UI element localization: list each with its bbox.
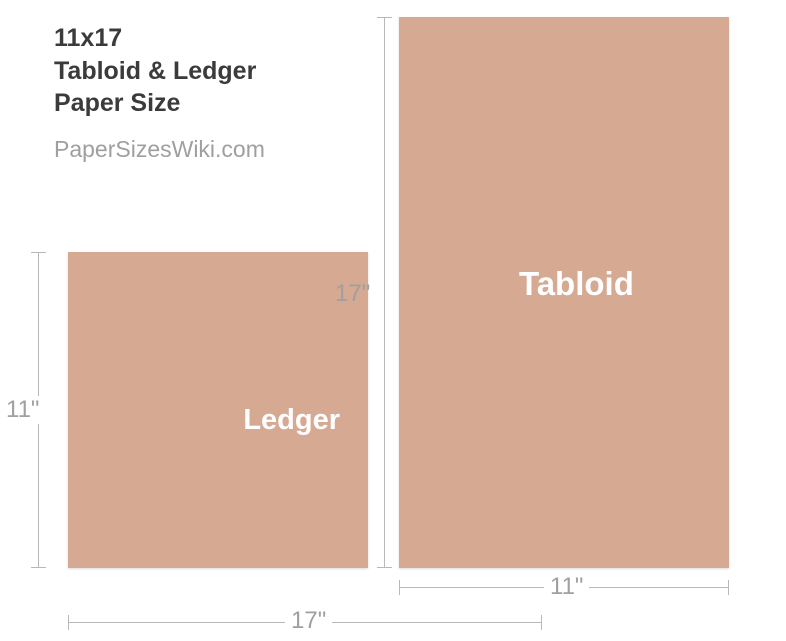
- tabloid-width-label: 11": [544, 573, 589, 601]
- ledger-height-label: 11": [4, 396, 41, 424]
- tabloid-width-cap-right: [728, 580, 729, 595]
- tabloid-label: Tabloid: [519, 265, 634, 303]
- ledger-label: Ledger: [243, 404, 340, 437]
- tabloid-height-line: [384, 17, 385, 568]
- ledger-paper: Ledger: [68, 252, 368, 568]
- tabloid-paper: Tabloid: [399, 17, 729, 568]
- tabloid-width-cap-left: [399, 580, 400, 595]
- tabloid-height-label: 17": [335, 280, 370, 308]
- tabloid-height-cap-top: [377, 17, 392, 18]
- title-line-1: 11x17: [54, 22, 265, 55]
- title-line-3: Paper Size: [54, 87, 265, 120]
- ledger-height-cap-bottom: [31, 567, 46, 568]
- title-line-2: Tabloid & Ledger: [54, 55, 265, 88]
- tabloid-height-cap-bottom: [377, 567, 392, 568]
- ledger-height-cap-top: [31, 252, 46, 253]
- ledger-width-cap-left: [68, 615, 69, 630]
- title-block: 11x17 Tabloid & Ledger Paper Size PaperS…: [54, 22, 265, 163]
- subtitle: PaperSizesWiki.com: [54, 136, 265, 163]
- ledger-width-label: 17": [285, 607, 332, 635]
- ledger-width-cap-right: [541, 615, 542, 630]
